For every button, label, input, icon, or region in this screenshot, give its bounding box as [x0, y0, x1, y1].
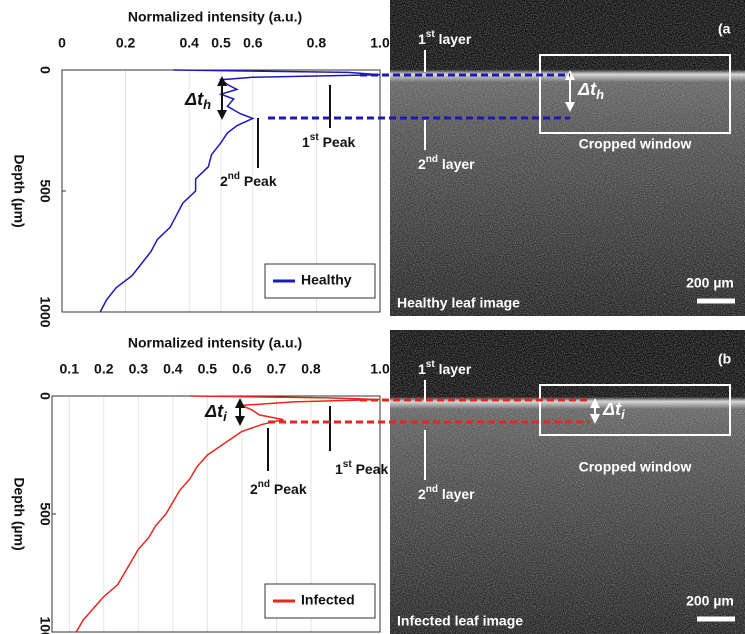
text: 1: [418, 361, 426, 377]
text: Peak: [240, 173, 277, 189]
y-tick-label: 500: [37, 502, 53, 526]
x-tick-label: 0.5: [211, 35, 231, 51]
subscript: i: [621, 407, 625, 422]
y-tick-label: 0: [37, 392, 53, 400]
superscript: st: [310, 132, 320, 143]
superscript: nd: [426, 154, 438, 165]
legend-label: Infected: [301, 592, 355, 608]
x-tick-label: 0.4: [179, 35, 199, 51]
layer-label: 2nd layer: [418, 484, 475, 502]
text: 1: [335, 461, 343, 477]
peak-label: 2nd Peak: [250, 479, 307, 497]
x-tick-label: 0.6: [232, 361, 252, 377]
subscript: h: [596, 87, 604, 102]
text: 2: [418, 156, 426, 172]
peak-label: 1st Peak: [302, 132, 356, 150]
series-line: [75, 395, 381, 633]
text: Peak: [270, 481, 307, 497]
x-tick-label: 0.8: [301, 361, 321, 377]
text: layer: [438, 156, 475, 172]
line-chart: 0 0.2 0.4 0.5 0.6 0.8 1.0 0 500 1000 Normalized in…: [11, 9, 570, 328]
x-tick-label: 0.7: [267, 361, 287, 377]
x-tick-label: 0: [58, 35, 66, 51]
image-noise: [390, 0, 745, 316]
layer-label: 1st layer: [418, 29, 472, 47]
layer-label: 1st layer: [418, 359, 472, 377]
y-tick-label: 0: [37, 66, 53, 74]
image-caption: Healthy leaf image: [397, 295, 520, 311]
cropped-window: [539, 384, 731, 436]
layer-label: 2nd layer: [418, 154, 475, 172]
text: 2: [418, 486, 426, 502]
text: Peak: [319, 134, 356, 150]
cropped-window: [539, 54, 731, 134]
text: Peak: [352, 461, 389, 477]
thickness-label: Δti: [204, 401, 227, 425]
text: 2: [250, 481, 258, 497]
image-caption: Infected leaf image: [397, 613, 523, 629]
y-tick-label: 1000: [37, 616, 53, 634]
legend-label: Healthy: [301, 272, 352, 288]
y-tick-label: 1000: [37, 296, 53, 327]
y-axis-label: Depth (µm): [11, 477, 27, 550]
base: Δt: [577, 79, 597, 99]
x-axis-label: Normalized intensity (a.u.): [128, 335, 302, 351]
x-tick-label: 0.4: [163, 361, 183, 377]
base: Δt: [602, 399, 622, 419]
y-tick-label: 500: [37, 179, 53, 203]
subscript: i: [223, 409, 227, 424]
text: 1: [302, 134, 310, 150]
thickness-label: Δti: [602, 399, 625, 423]
text: layer: [435, 31, 472, 47]
x-tick-label: 0.5: [198, 361, 218, 377]
superscript: st: [343, 459, 353, 470]
text: 2: [220, 173, 228, 189]
image-noise: [390, 330, 745, 634]
x-tick-label: 0.2: [94, 361, 114, 377]
x-tick-label: 0.8: [307, 35, 327, 51]
y-axis-label: Depth (µm): [11, 154, 27, 227]
line-chart: 0.1 0.2 0.3 0.4 0.5 0.6 0.7 0.8 1.0 0 500 1000 Norma…: [11, 335, 590, 634]
superscript: nd: [258, 479, 270, 490]
thickness-label: Δth: [184, 89, 211, 113]
x-tick-label: 1.0: [370, 35, 390, 51]
window-label: Cropped window: [579, 459, 692, 475]
x-tick-label: 0.6: [243, 35, 263, 51]
superscript: st: [426, 359, 436, 370]
peak-label: 1st Peak: [335, 459, 389, 477]
text: layer: [435, 361, 472, 377]
text: layer: [438, 486, 475, 502]
window-label: Cropped window: [579, 136, 692, 152]
panel-label: (a: [718, 21, 731, 37]
base: Δt: [184, 89, 204, 109]
superscript: st: [426, 29, 436, 40]
x-axis-label: Normalized intensity (a.u.): [128, 9, 302, 25]
peak-label: 2nd Peak: [220, 171, 277, 189]
superscript: nd: [228, 171, 240, 182]
x-tick-label: 0.3: [129, 361, 149, 377]
thickness-label: Δth: [577, 79, 604, 103]
scale-label: 200 µm: [686, 275, 734, 291]
subscript: h: [203, 97, 211, 112]
x-tick-label: 1.0: [370, 361, 390, 377]
base: Δt: [204, 401, 224, 421]
x-tick-label: 0.2: [116, 35, 136, 51]
panel-label: (b: [718, 351, 731, 367]
text: 1: [418, 31, 426, 47]
scale-label: 200 µm: [686, 593, 734, 609]
superscript: nd: [426, 484, 438, 495]
x-tick-label: 0.1: [60, 361, 80, 377]
